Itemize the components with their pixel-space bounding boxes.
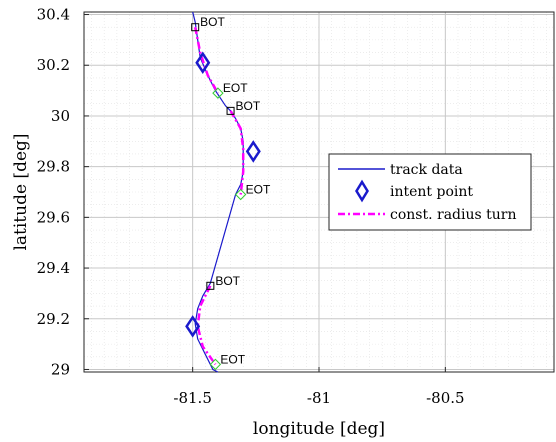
x-axis-ticks: -81.5 -81 -80.5 [173,367,465,407]
bot-marker [226,106,235,115]
y-axis-title: latitude [deg] [11,133,31,250]
bot-marker [206,281,215,290]
y-tick-label: 29.8 [37,158,70,176]
legend-box [328,153,532,231]
x-tick-label: -80.5 [426,389,464,407]
turn-annotation-label: BOT [236,99,261,113]
x-tick-label: -81.5 [173,389,211,407]
legend: track data intent point const. radius tu… [328,153,532,231]
turn-segment [196,285,217,366]
eot-marker [212,87,224,99]
eot-marker [209,358,222,371]
x-axis-title: longitude [deg] [253,419,385,439]
turn-segment [229,110,245,195]
legend-label-intent: intent point [390,184,473,200]
turn-segment [193,26,219,94]
y-tick-label: 29.4 [37,259,70,277]
intent-point [245,140,261,163]
intent-point [185,315,201,338]
turn-annotation-label: EOT [220,352,245,366]
series-layer [185,11,261,373]
turn-annotation-label: BOT [200,15,225,29]
bot-marker [191,23,200,32]
y-tick-label: 30.4 [37,6,70,24]
legend-label-track: track data [390,162,463,178]
turn-annotation-label: EOT [223,81,248,95]
y-tick-label: 29.6 [37,208,70,226]
annotation-layer: BOT EOT BOT EOT BOT EOT [191,15,271,371]
y-tick-label: 30.2 [37,56,70,74]
legend-label-turn: const. radius turn [390,207,516,223]
y-tick-label: 30 [51,107,70,125]
y-tick-label: 29.2 [37,310,70,328]
x-tick-label: -81 [307,389,331,407]
intent-point [195,51,211,74]
y-axis-ticks: 29 29.2 29.4 29.6 29.8 30 30.2 30.4 [37,6,89,378]
turn-annotation-label: BOT [215,274,240,288]
eot-marker [234,188,247,201]
y-tick-label: 29 [51,360,70,378]
legend-swatch-intent [355,179,369,203]
turn-annotation-label: EOT [246,183,271,197]
